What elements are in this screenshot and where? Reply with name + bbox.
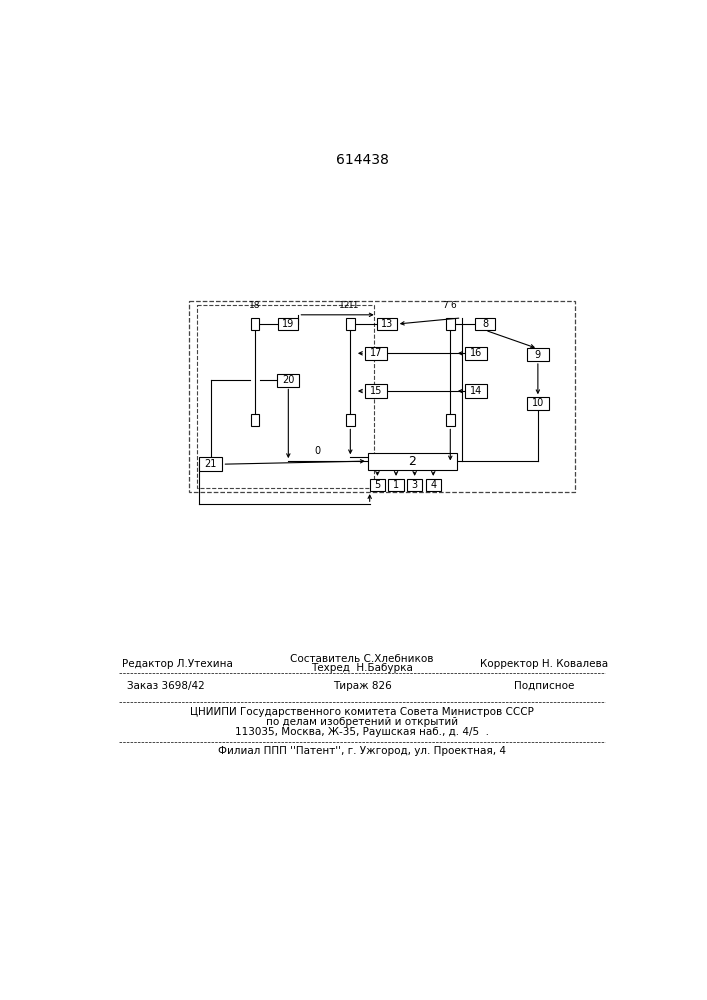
Bar bbox=[251, 414, 259, 426]
Text: 3: 3 bbox=[411, 480, 418, 490]
Text: 0: 0 bbox=[314, 446, 320, 456]
Bar bbox=[475, 318, 495, 330]
Text: 19: 19 bbox=[282, 319, 294, 329]
Bar bbox=[368, 453, 457, 470]
Bar bbox=[426, 479, 441, 491]
Text: Тираж 826: Тираж 826 bbox=[332, 681, 392, 691]
Bar bbox=[465, 384, 486, 398]
Text: 14: 14 bbox=[469, 386, 482, 396]
Text: 2: 2 bbox=[409, 455, 416, 468]
Text: 6: 6 bbox=[450, 301, 456, 310]
Bar bbox=[388, 479, 404, 491]
Bar bbox=[365, 347, 387, 360]
Text: 4: 4 bbox=[430, 480, 436, 490]
Bar bbox=[370, 479, 385, 491]
Text: Составитель С.Хлебников: Составитель С.Хлебников bbox=[290, 654, 433, 664]
Text: 17: 17 bbox=[370, 348, 382, 358]
Text: 5: 5 bbox=[374, 480, 380, 490]
Bar bbox=[251, 318, 259, 330]
Text: Корректор Н. Ковалева: Корректор Н. Ковалева bbox=[480, 659, 608, 669]
Text: 10: 10 bbox=[532, 398, 544, 408]
Bar bbox=[407, 479, 422, 491]
Bar bbox=[465, 347, 486, 360]
Text: по делам изобретений и открытий: по делам изобретений и открытий bbox=[266, 717, 458, 727]
Text: Заказ 3698/42: Заказ 3698/42 bbox=[127, 681, 205, 691]
Text: 21: 21 bbox=[204, 459, 217, 469]
Bar bbox=[377, 318, 397, 330]
Bar bbox=[279, 318, 298, 330]
Text: 11: 11 bbox=[348, 301, 359, 310]
Text: 12: 12 bbox=[339, 301, 351, 310]
Text: 113035, Москва, Ж-35, Раушская наб., д. 4/5  .: 113035, Москва, Ж-35, Раушская наб., д. … bbox=[235, 727, 489, 737]
Text: 614438: 614438 bbox=[336, 153, 389, 167]
Bar bbox=[199, 457, 223, 471]
Text: Техред  Н.Бабурка: Техред Н.Бабурка bbox=[311, 663, 413, 673]
Text: 15: 15 bbox=[370, 386, 382, 396]
Text: 7: 7 bbox=[442, 301, 448, 310]
Bar bbox=[346, 318, 355, 330]
Text: 9: 9 bbox=[534, 350, 541, 360]
Bar bbox=[197, 305, 373, 488]
Text: Редактор Л.Утехина: Редактор Л.Утехина bbox=[122, 659, 233, 669]
Text: Филиал ППП ''Патент'', г. Ужгород, ул. Проектная, 4: Филиал ППП ''Патент'', г. Ужгород, ул. П… bbox=[218, 746, 506, 756]
Text: 8: 8 bbox=[482, 319, 489, 329]
Bar bbox=[189, 301, 575, 492]
Text: 16: 16 bbox=[469, 348, 482, 358]
Bar bbox=[527, 397, 549, 410]
Text: 20: 20 bbox=[282, 375, 295, 385]
Bar bbox=[527, 348, 549, 361]
Text: Подписное: Подписное bbox=[514, 681, 574, 691]
Bar bbox=[446, 318, 455, 330]
Bar bbox=[365, 384, 387, 398]
Bar bbox=[446, 414, 455, 426]
Text: 1: 1 bbox=[393, 480, 399, 490]
Text: 18: 18 bbox=[250, 301, 261, 310]
Bar bbox=[277, 374, 299, 387]
Bar bbox=[346, 414, 355, 426]
Text: 13: 13 bbox=[380, 319, 393, 329]
Text: ЦНИИПИ Государственного комитета Совета Министров СССР: ЦНИИПИ Государственного комитета Совета … bbox=[190, 707, 534, 717]
